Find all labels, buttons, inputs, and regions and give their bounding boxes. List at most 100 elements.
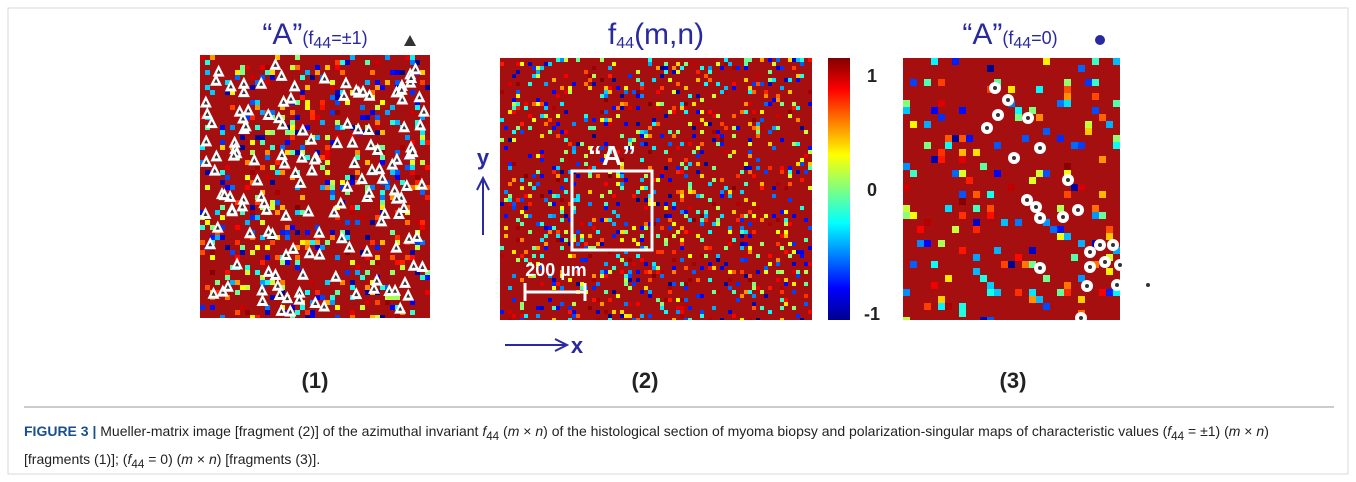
pixel <box>644 134 648 138</box>
pixel <box>295 55 300 60</box>
pixel <box>390 305 395 310</box>
pixel <box>544 246 548 250</box>
pixel <box>636 190 640 194</box>
pixel <box>700 142 704 146</box>
pixel <box>648 294 652 298</box>
pixel <box>796 106 800 110</box>
pixel <box>270 145 275 150</box>
pixel <box>620 106 624 110</box>
pixel <box>744 102 748 106</box>
pixel <box>628 302 632 306</box>
pixel <box>360 215 365 220</box>
pixel <box>240 70 245 75</box>
pixel <box>375 300 380 305</box>
pixel <box>556 174 560 178</box>
pixel <box>215 235 220 240</box>
pixel <box>776 270 780 274</box>
pixel <box>355 270 360 275</box>
pixel <box>335 315 340 318</box>
pixel <box>608 314 612 318</box>
pixel <box>560 86 564 90</box>
pixel <box>696 170 700 174</box>
pixel <box>728 226 732 230</box>
marker-circle-core <box>1025 198 1029 202</box>
pixel <box>410 250 415 255</box>
pixel <box>600 78 604 82</box>
pixel <box>250 205 255 210</box>
pixel <box>740 190 744 194</box>
pixel <box>576 242 580 246</box>
pixel <box>235 240 240 245</box>
pixel <box>910 79 917 86</box>
pixel <box>365 235 370 240</box>
pixel <box>692 270 696 274</box>
pixel <box>280 260 285 265</box>
pixel <box>1078 142 1085 149</box>
pixel <box>640 86 644 90</box>
pixel <box>240 65 245 70</box>
pixel <box>305 70 310 75</box>
pixel <box>532 66 536 70</box>
pixel <box>516 62 520 66</box>
pixel <box>548 298 552 302</box>
pixel <box>230 105 235 110</box>
pixel <box>508 318 512 320</box>
fragment-label: “A” <box>588 140 636 171</box>
pixel <box>660 86 664 90</box>
pixel <box>415 105 420 110</box>
pixel <box>696 94 700 98</box>
pixel <box>612 234 616 238</box>
pixel <box>410 255 415 260</box>
pixel <box>684 174 688 178</box>
pixel <box>728 242 732 246</box>
pixel <box>628 106 632 110</box>
pixel <box>632 238 636 242</box>
pixel <box>788 242 792 246</box>
pixel <box>255 245 260 250</box>
pixel <box>528 214 532 218</box>
pixel <box>1113 100 1120 107</box>
pixel <box>584 70 588 74</box>
pixel <box>796 78 800 82</box>
pixel <box>664 298 668 302</box>
pixel <box>712 178 716 182</box>
pixel <box>700 130 704 134</box>
pixel <box>320 105 325 110</box>
pixel <box>704 74 708 78</box>
pixel <box>225 185 230 190</box>
pixel <box>764 214 768 218</box>
pixel <box>664 214 668 218</box>
pixel <box>568 306 572 310</box>
pixel <box>576 282 580 286</box>
pixel <box>620 310 624 314</box>
pixel <box>692 262 696 266</box>
pixel <box>800 162 804 166</box>
pixel <box>556 114 560 118</box>
pixel <box>200 55 205 60</box>
pixel <box>704 214 708 218</box>
pixel <box>540 150 544 154</box>
pixel <box>624 282 628 286</box>
pixel <box>676 306 680 310</box>
pixel <box>668 130 672 134</box>
pixel <box>512 138 516 142</box>
pixel <box>552 78 556 82</box>
pixel <box>712 114 716 118</box>
pixel <box>504 226 508 230</box>
pixel <box>572 302 576 306</box>
pixel <box>230 185 235 190</box>
pixel <box>668 142 672 146</box>
pixel <box>516 70 520 74</box>
pixel <box>620 230 624 234</box>
pixel <box>552 202 556 206</box>
pixel <box>776 98 780 102</box>
pixel <box>600 58 604 62</box>
pixel <box>768 78 772 82</box>
pixel <box>632 318 636 320</box>
pixel <box>200 240 205 245</box>
pixel <box>280 205 285 210</box>
pixel <box>330 235 335 240</box>
pixel <box>600 242 604 246</box>
pixel <box>680 282 684 286</box>
pixel <box>205 60 210 65</box>
